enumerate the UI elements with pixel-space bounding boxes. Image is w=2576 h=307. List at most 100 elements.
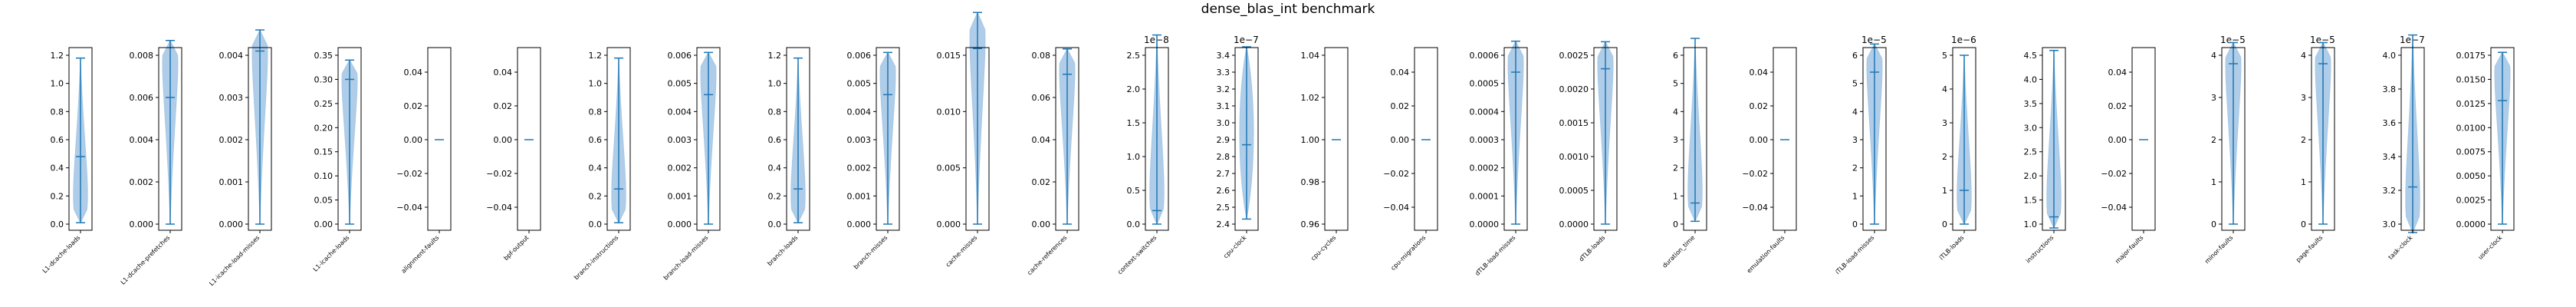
y-tick-label: 2.4 [1217,220,1230,229]
violin-subplot: 0 1 2 3 4 5 1e−6 iTLB-loads [1938,35,1976,262]
y-tick-label: −0.04 [486,203,512,213]
y-tick-label: 0.005 [847,79,872,89]
y-tick-label: 4 [1673,107,1678,117]
y-tick-label: 0.0150 [2456,74,2486,84]
x-tick-label: context-switches [1116,234,1158,276]
y-tick-label: 0.004 [668,107,692,117]
violin-subplot: 0.000 0.001 0.002 0.003 0.004 L1-icache-load-… [208,28,272,287]
y-tick-label: 0.0075 [2456,147,2486,157]
axis-offset-label: 1e−5 [2220,35,2246,45]
axis-offset-label: 1e−7 [1234,35,1259,45]
y-tick-label: 0.0025 [2456,196,2486,206]
y-tick-label: 3.4 [2383,152,2397,162]
x-tick-label: emulation-faults [1746,234,1786,275]
y-tick-label: −0.04 [2101,203,2127,213]
y-tick-label: 0.0025 [1559,51,1589,61]
violin-subplot: −0.04 −0.02 0.00 0.02 0.04 emulation-faults [1742,47,1797,275]
y-tick-label: 0.2 [768,191,782,201]
y-tick-label: 0 [2301,220,2306,229]
y-tick-label: 0.006 [130,93,154,103]
violin-subplot: −0.04 −0.02 0.00 0.02 0.04 cpu-migrations [1383,47,1438,272]
y-tick-label: −0.02 [486,169,512,179]
violin-subplot: 0.000 0.005 0.010 0.015 cache-misses [937,12,990,269]
y-tick-label: 5 [1852,79,1858,89]
y-tick-label: 2.5 [1217,203,1230,213]
y-tick-label: 0.35 [314,51,334,61]
y-tick-label: 2 [1673,163,1678,173]
x-tick-label: minor-faults [2203,234,2234,265]
y-tick-label: 0.008 [130,51,154,61]
y-tick-label: 0.00 [1391,135,1410,145]
x-tick-label: L1-icache-loads [312,234,351,273]
y-tick-label: 0.003 [219,93,244,103]
violin-subplot: 0.000 0.002 0.004 0.006 0.008 L1-dcache-prefe… [120,39,182,286]
y-tick-label: 3.0 [2024,123,2038,133]
y-tick-label: 0.02 [494,101,513,111]
y-tick-label: 0.02 [2108,101,2128,111]
y-tick-label: −0.02 [1742,169,1768,179]
y-tick-label: 3.5 [2024,99,2038,109]
y-tick-label: 0.00 [1750,135,1769,145]
y-tick-label: 0.005 [668,79,692,89]
y-tick-label: 3.0 [2383,220,2397,229]
y-tick-label: 3 [1673,135,1678,145]
violin-subplot: −0.04 −0.02 0.00 0.02 0.04 bpf-output [486,47,541,262]
y-tick-label: 0.004 [130,135,154,145]
violin-subplot: 0.0 0.2 0.4 0.6 0.8 1.0 1.2 L1-dcache-loads [41,47,93,275]
y-tick-label: 2.0 [1127,84,1141,94]
subplot-frame [1324,47,1349,231]
y-tick-label: 0.04 [1750,68,1769,78]
y-tick-label: 2 [2211,135,2216,145]
y-tick-label: 0.00 [1032,220,1051,229]
y-tick-label: 0.001 [219,177,244,187]
y-tick-label: 0.001 [668,191,692,201]
y-tick-label: 3.8 [2383,84,2397,94]
y-tick-label: 0.0001 [1470,191,1500,201]
y-tick-label: 5 [1673,79,1678,89]
y-tick-label: 0.0175 [2456,51,2486,61]
figure-title: dense_blas_int benchmark [1201,2,1375,17]
y-tick-label: 1.02 [1301,93,1320,103]
y-tick-label: 0.0050 [2456,171,2486,181]
y-tick-label: 0.5 [1127,186,1141,196]
y-tick-label: 1.0 [2024,220,2038,229]
y-tick-label: 0.002 [847,163,872,173]
y-tick-label: 3 [2211,93,2216,103]
x-tick-label: bpf-output [502,234,530,262]
y-tick-label: 4.0 [2383,51,2397,61]
y-tick-label: 0.8 [589,107,603,117]
y-tick-label: 0.0015 [1559,118,1589,128]
x-tick-label: dTLB-load-misses [1474,234,1516,277]
y-tick-label: 0.04 [494,68,513,78]
x-tick-label: major-faults [2114,234,2144,265]
y-tick-label: 3.4 [1217,51,1230,61]
y-tick-label: 0.0002 [1470,163,1500,173]
x-tick-label: L1-icache-load-misses [208,234,261,287]
y-tick-label: 1 [1673,191,1678,201]
x-tick-label: iTLB-loads [1938,234,1966,262]
subplot-frame [2131,47,2156,231]
y-tick-label: 0.04 [2108,68,2128,78]
axis-offset-label: 1e−6 [1951,35,1976,45]
y-tick-label: 0.0010 [1559,152,1589,162]
y-tick-label: 5 [1942,51,1947,61]
y-tick-label: 0.8 [768,107,782,117]
y-tick-label: 3 [1942,118,1947,128]
y-tick-label: 0.0000 [2456,220,2486,229]
y-tick-label: 0.0006 [1470,51,1500,61]
y-tick-label: 0.6 [51,135,64,145]
y-tick-label: 0.20 [314,123,334,133]
y-tick-label: 0.000 [219,220,244,229]
violin-subplot: 0.00.51.01.52.02.51e−8context-switches [1116,34,1169,276]
y-tick-label: 2.9 [1217,135,1230,145]
y-tick-label: 0.002 [219,135,244,145]
y-tick-label: 0.002 [668,163,692,173]
y-tick-label: 4 [1852,107,1858,117]
violin-subplot: 0.0000 0.0005 0.0010 0.0015 0.0020 0.0025 dTLB… [1559,41,1618,263]
y-tick-label: 1.04 [1301,51,1320,61]
violin-subplot: 2.4 2.5 2.6 2.7 2.8 2.9 3.0 3.1 3.2 3.3 3.4 1e−7 cpu… [1217,35,1259,259]
subplot-frame [1414,47,1438,231]
y-tick-label: 3.2 [2383,186,2397,196]
y-tick-label: 0.000 [937,220,961,229]
y-tick-label: 0.05 [314,196,334,206]
